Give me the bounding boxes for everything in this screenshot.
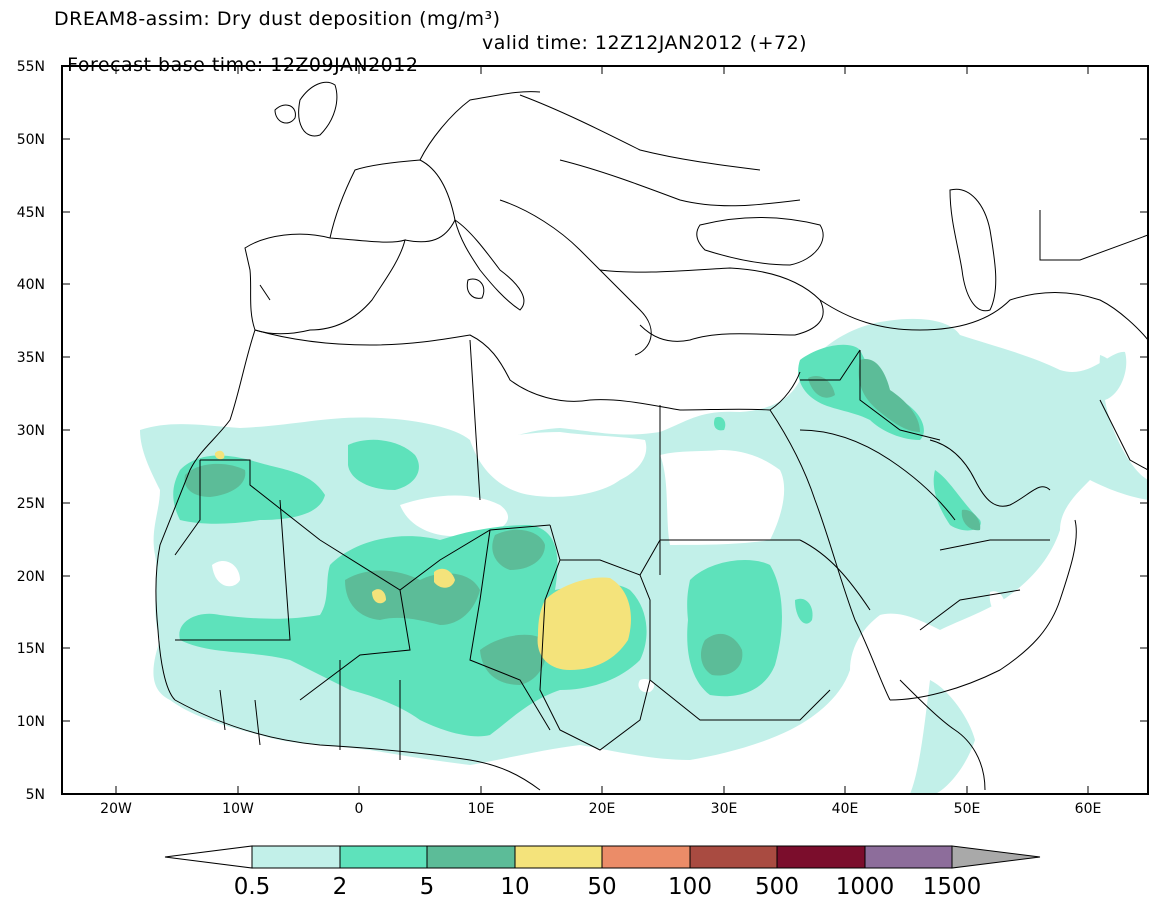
colorbar-low-arrow	[164, 845, 253, 869]
colorbar	[164, 845, 1041, 869]
colorbar-swatch-4	[514, 845, 603, 869]
latitude-labels: 55N 50N 45N 40N 35N 30N 25N 20N 15N 10N …	[17, 59, 45, 803]
colorbar-swatch-6	[689, 845, 778, 869]
lat-label-55n: 55N	[17, 59, 45, 75]
colorbar-swatch-7	[776, 845, 866, 869]
lon-label-50e: 50E	[954, 801, 981, 817]
dust-level-0-5	[140, 318, 1148, 794]
colorbar-label-500: 500	[755, 874, 799, 900]
lat-label-15n: 15N	[17, 641, 45, 657]
lon-label-0: 0	[355, 801, 364, 817]
lon-label-60e: 60E	[1075, 801, 1102, 817]
axis-ticks	[62, 65, 1148, 794]
colorbar-swatch-2	[339, 845, 428, 869]
lat-label-20n: 20N	[17, 569, 45, 585]
colorbar-label-0-5: 0.5	[234, 874, 271, 900]
lon-label-40e: 40E	[832, 801, 859, 817]
lat-label-50n: 50N	[17, 132, 45, 148]
colorbar-label-100: 100	[668, 874, 712, 900]
lat-label-25n: 25N	[17, 496, 45, 512]
lon-label-10e: 10E	[468, 801, 495, 817]
colorbar-labels: 0.5 2 5 10 50 100 500 1000 1500	[234, 874, 982, 900]
colorbar-swatch-5	[601, 845, 691, 869]
longitude-labels: 20W 10W 0 10E 20E 30E 40E 50E 60E	[100, 801, 1101, 817]
lon-label-10w: 10W	[222, 801, 254, 817]
lat-label-5n: 5N	[26, 787, 45, 803]
country-borders	[155, 81, 1148, 791]
colorbar-label-1000: 1000	[836, 874, 895, 900]
lon-label-30e: 30E	[711, 801, 738, 817]
lat-label-40n: 40N	[17, 277, 45, 293]
map-title: DREAM8-assim: Dry dust deposition (mg/m³…	[54, 8, 501, 30]
valid-time: valid time: 12Z12JAN2012 (+72)	[482, 32, 808, 54]
dust-level-10	[214, 450, 631, 670]
lat-label-45n: 45N	[17, 205, 45, 221]
lon-label-20e: 20E	[589, 801, 616, 817]
dust-field	[140, 318, 1148, 794]
colorbar-swatch-8	[864, 845, 953, 869]
colorbar-high-arrow	[951, 845, 1041, 869]
colorbar-label-10: 10	[500, 874, 529, 900]
colorbar-swatch-3	[426, 845, 516, 869]
lat-label-10n: 10N	[17, 714, 45, 730]
lat-label-35n: 35N	[17, 350, 45, 366]
colorbar-swatch-1	[251, 845, 341, 869]
dust-gaps	[212, 432, 1006, 693]
colorbar-label-1500: 1500	[923, 874, 982, 900]
colorbar-label-2: 2	[333, 874, 348, 900]
colorbar-label-5: 5	[420, 874, 435, 900]
colorbar-label-50: 50	[587, 874, 616, 900]
lat-label-30n: 30N	[17, 423, 45, 439]
lon-label-20w: 20W	[100, 801, 132, 817]
